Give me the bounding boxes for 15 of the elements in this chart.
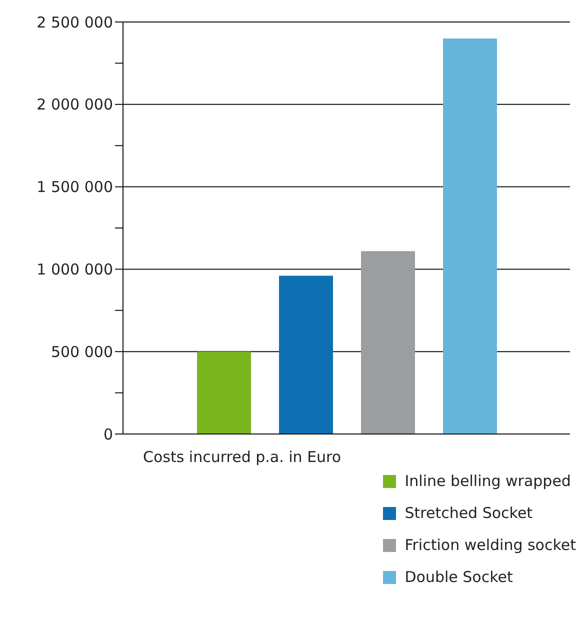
legend-label: Inline belling wrapped [404,472,571,490]
legend-label: Friction welding socket [404,536,576,554]
y-tick-label: 2 000 000 [36,96,113,114]
bar [443,38,497,434]
x-axis-title: Costs incurred p.a. in Euro [143,448,342,466]
bar [197,352,251,434]
bar [279,276,333,434]
y-tick-label: 2 500 000 [36,13,113,32]
legend-label: Double Socket [404,568,513,586]
y-tick-label: 1 500 000 [36,178,113,196]
y-tick-label: 500 000 [50,342,113,361]
bar [361,251,415,434]
y-tick-label: 1 000 000 [36,260,113,279]
legend-label: Stretched Socket [404,504,533,522]
y-tick-label: 0 [103,425,113,444]
